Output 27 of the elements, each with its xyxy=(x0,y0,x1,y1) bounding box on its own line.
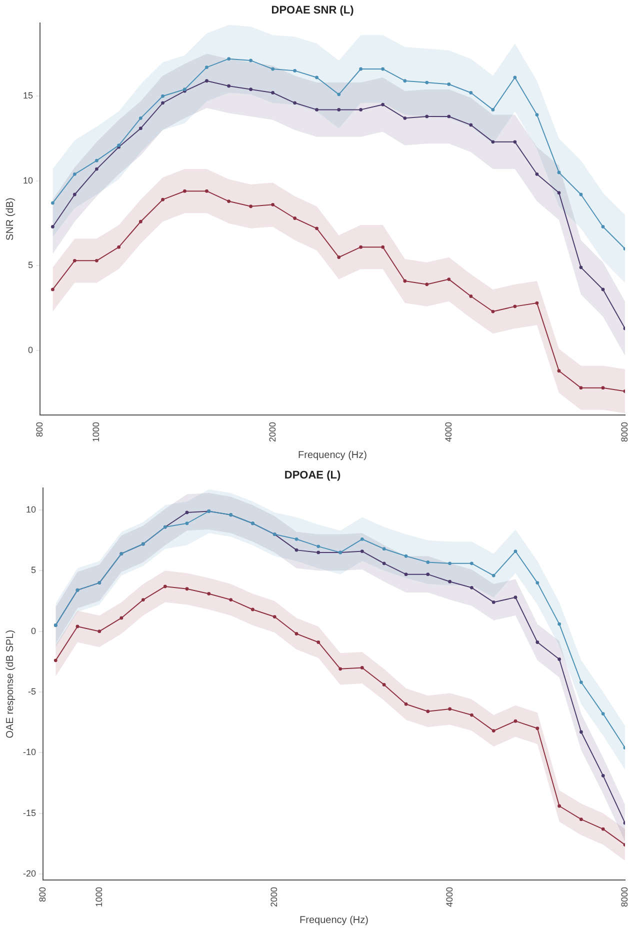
y-tick-label: -10 xyxy=(22,747,36,758)
x-tick-label: 800 xyxy=(34,422,44,438)
x-tick-label: 2000 xyxy=(269,886,280,908)
x-tick-label: 4000 xyxy=(443,422,454,442)
x-tick-label: 8000 xyxy=(619,886,630,908)
y-tick-label: 15 xyxy=(22,90,34,101)
x-tick-label: 8000 xyxy=(619,422,630,442)
x-axis-title: Frequency (Hz) xyxy=(300,914,368,926)
y-tick-label: -5 xyxy=(28,686,36,696)
y-tick-label: 10 xyxy=(22,175,34,186)
chart-title: DPOAE SNR (L) xyxy=(271,4,354,17)
y-tick-label: 0 xyxy=(30,626,36,636)
y-tick-label: 5 xyxy=(30,565,36,576)
y-tick-label: 0 xyxy=(28,345,34,356)
x-tick-label: 1000 xyxy=(94,886,104,908)
chart-title: DPOAE (L) xyxy=(284,470,341,482)
x-tick-label: 1000 xyxy=(91,422,102,442)
x-tick-label: 4000 xyxy=(444,886,454,908)
x-axis-title: Frequency (Hz) xyxy=(298,450,367,461)
y-tick-label: 10 xyxy=(26,504,36,515)
y-tick-label: -15 xyxy=(22,808,36,818)
y-axis-title: OAE response (dB SPL) xyxy=(4,630,16,738)
y-tick-label: 5 xyxy=(28,260,34,270)
y-tick-label: -20 xyxy=(22,868,36,878)
x-tick-label: 2000 xyxy=(267,422,278,442)
x-tick-label: 800 xyxy=(37,886,48,902)
y-axis-title: SNR (dB) xyxy=(4,198,16,240)
